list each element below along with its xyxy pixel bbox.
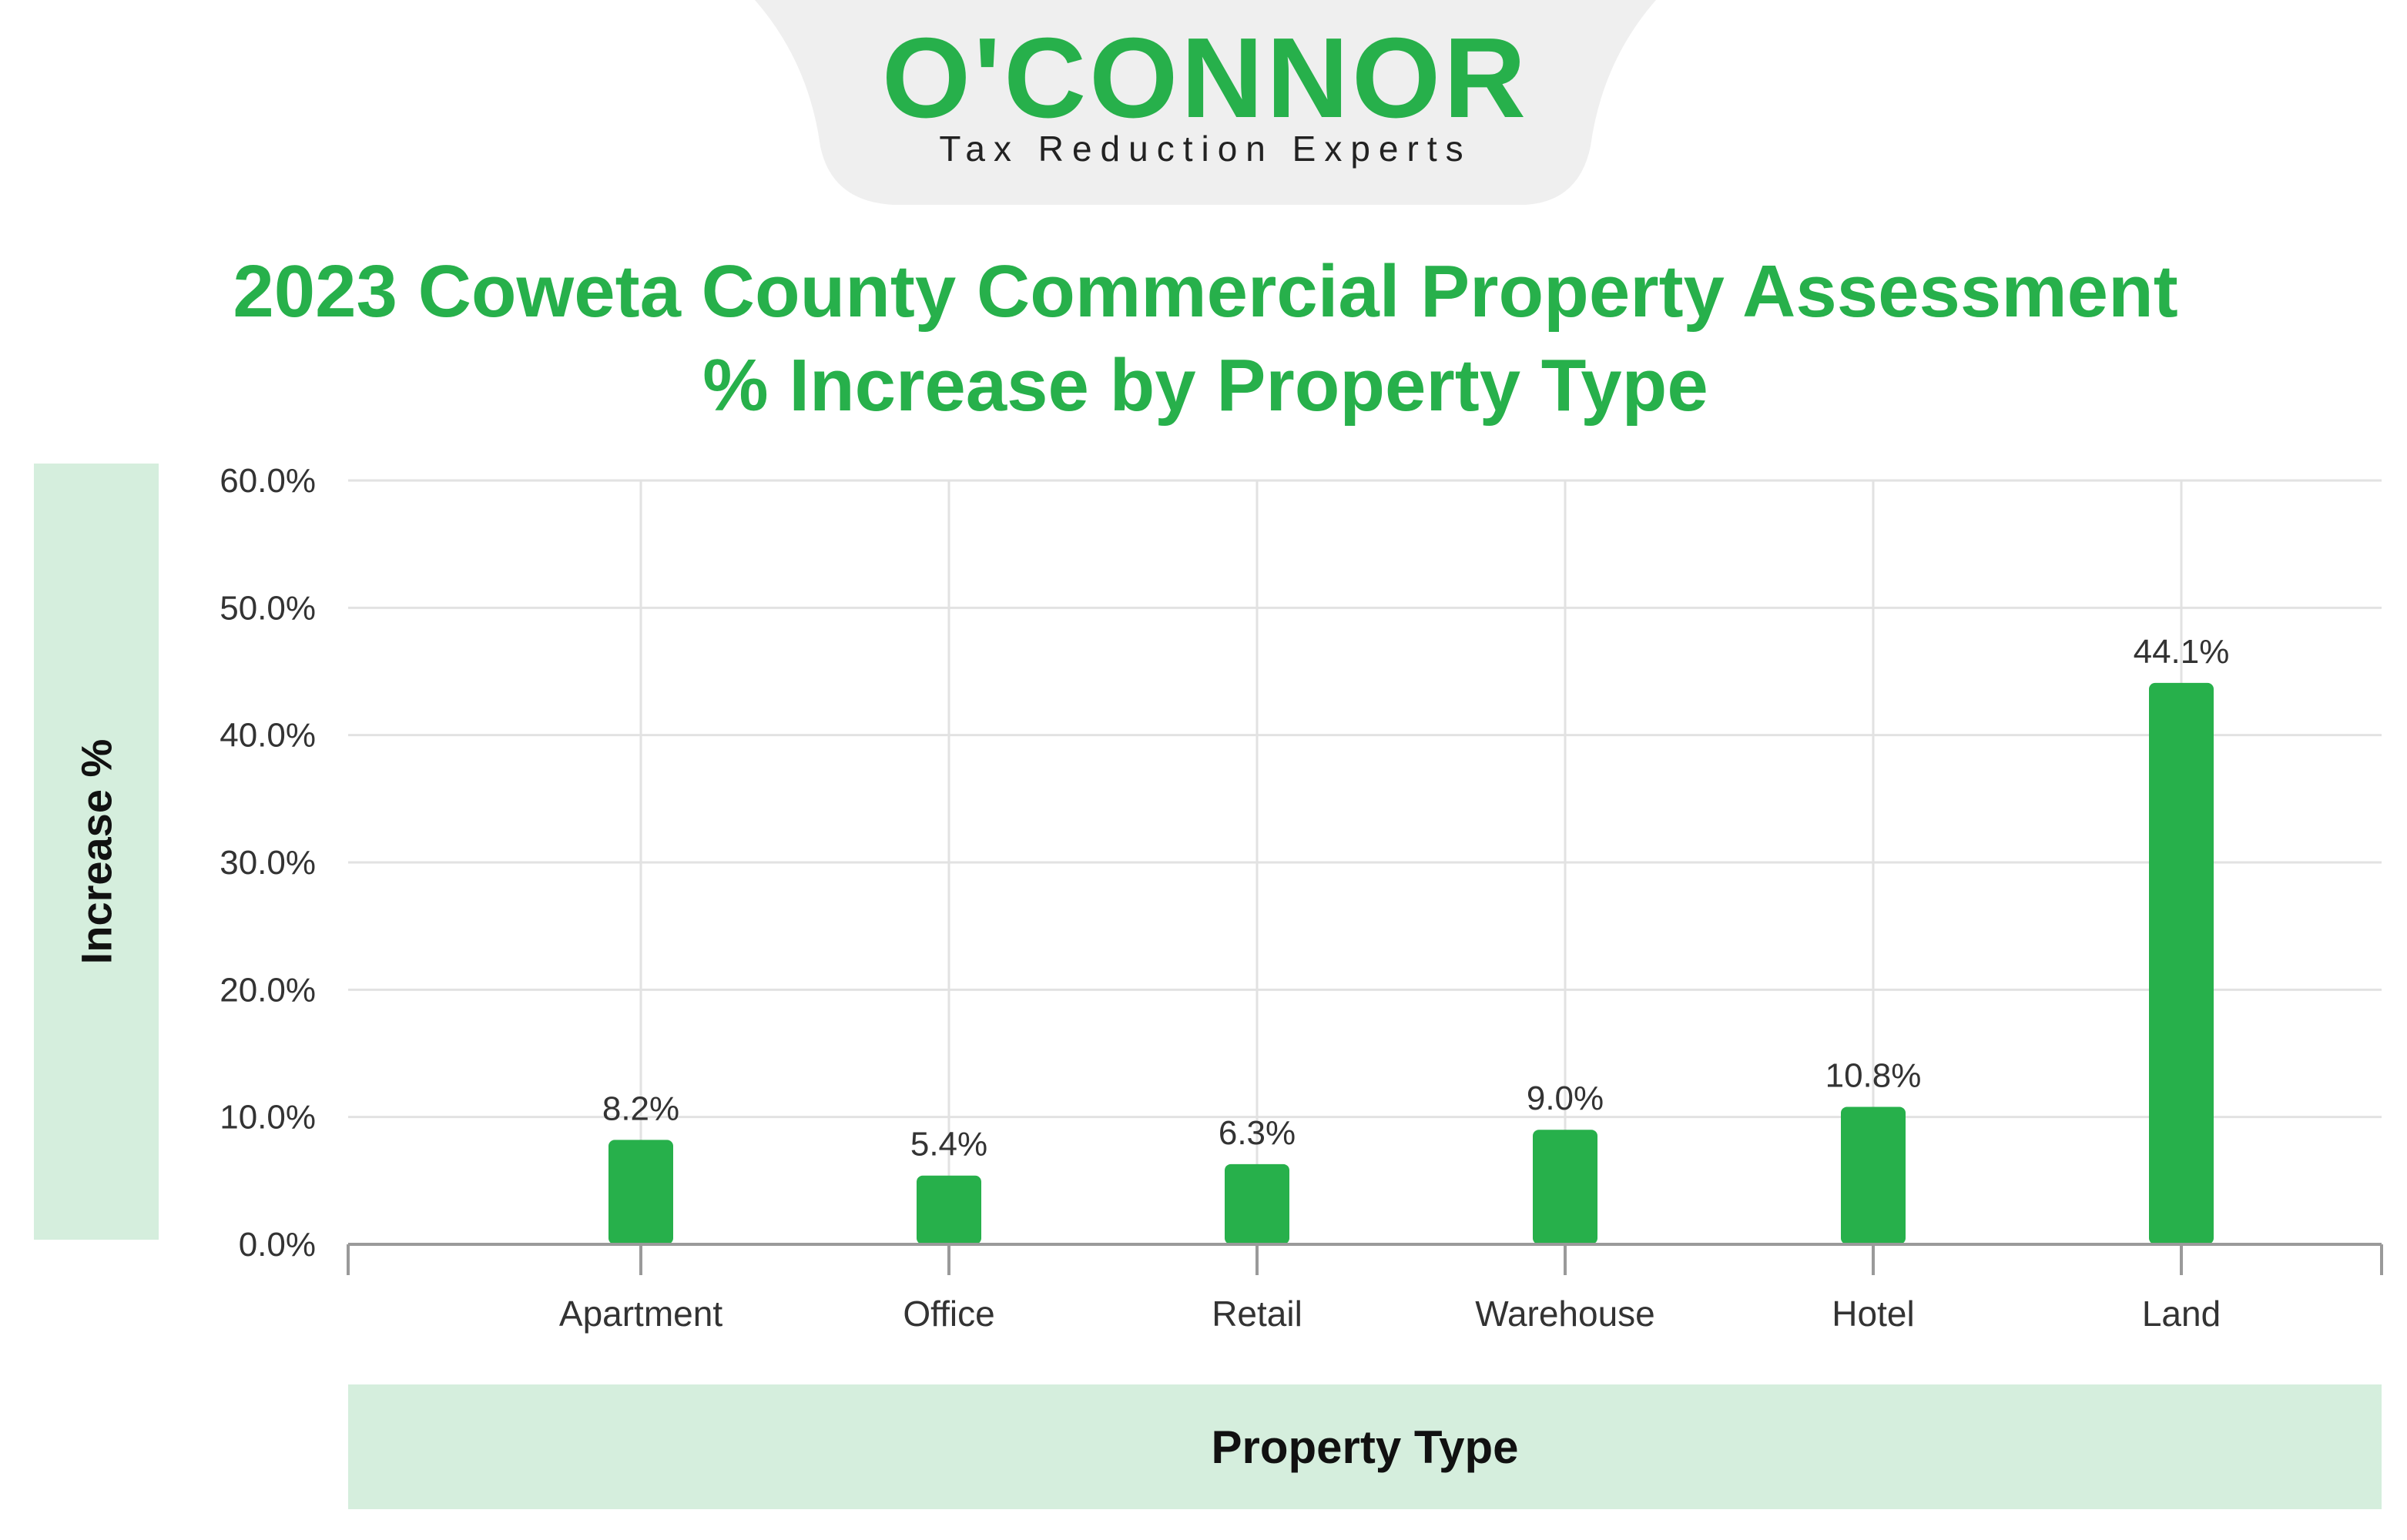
brand-logo: O'CONNOR	[881, 15, 1530, 142]
bar-warehouse	[1533, 1130, 1597, 1244]
data-label: 5.4%	[910, 1126, 987, 1163]
x-tick-label: Apartment	[559, 1294, 722, 1334]
y-tick-label: 10.0%	[220, 1099, 316, 1137]
data-label: 10.8%	[1825, 1056, 1922, 1094]
y-axis-label-band	[34, 464, 159, 1240]
chart-title: 2023 Coweta County Commercial Property A…	[233, 250, 2178, 427]
y-tick-label: 20.0%	[220, 971, 316, 1009]
bar-office	[917, 1175, 981, 1244]
x-tick-label: Warehouse	[1475, 1294, 1655, 1334]
x-tick-label: Hotel	[1832, 1294, 1914, 1334]
bar-hotel	[1841, 1106, 1906, 1244]
brand-tagline: Tax Reduction Experts	[939, 129, 1472, 169]
x-axis-label: Property Type	[1211, 1421, 1519, 1473]
y-tick-label: 60.0%	[220, 462, 316, 500]
bar-apartment	[608, 1140, 673, 1244]
bar-land	[2149, 682, 2214, 1244]
y-tick-label: 0.0%	[239, 1226, 316, 1264]
y-tick-label: 40.0%	[220, 717, 316, 755]
x-tick-label: Office	[903, 1294, 994, 1334]
data-label: 9.0%	[1527, 1080, 1604, 1117]
y-tick-label: 50.0%	[220, 589, 316, 627]
logo-tab-shape	[755, 0, 1656, 205]
data-label: 8.2%	[602, 1090, 679, 1127]
data-label: 44.1%	[2134, 633, 2230, 671]
data-label: 6.3%	[1219, 1114, 1296, 1152]
y-tick-label: 30.0%	[220, 844, 316, 882]
logo-tab: O'CONNOR Tax Reduction Experts	[755, 0, 1656, 206]
bar-retail	[1225, 1163, 1289, 1244]
x-tick-label: Land	[2142, 1294, 2221, 1334]
x-tick-label: Retail	[1212, 1294, 1302, 1334]
x-axis-label-band: Property Type	[348, 1384, 2382, 1509]
